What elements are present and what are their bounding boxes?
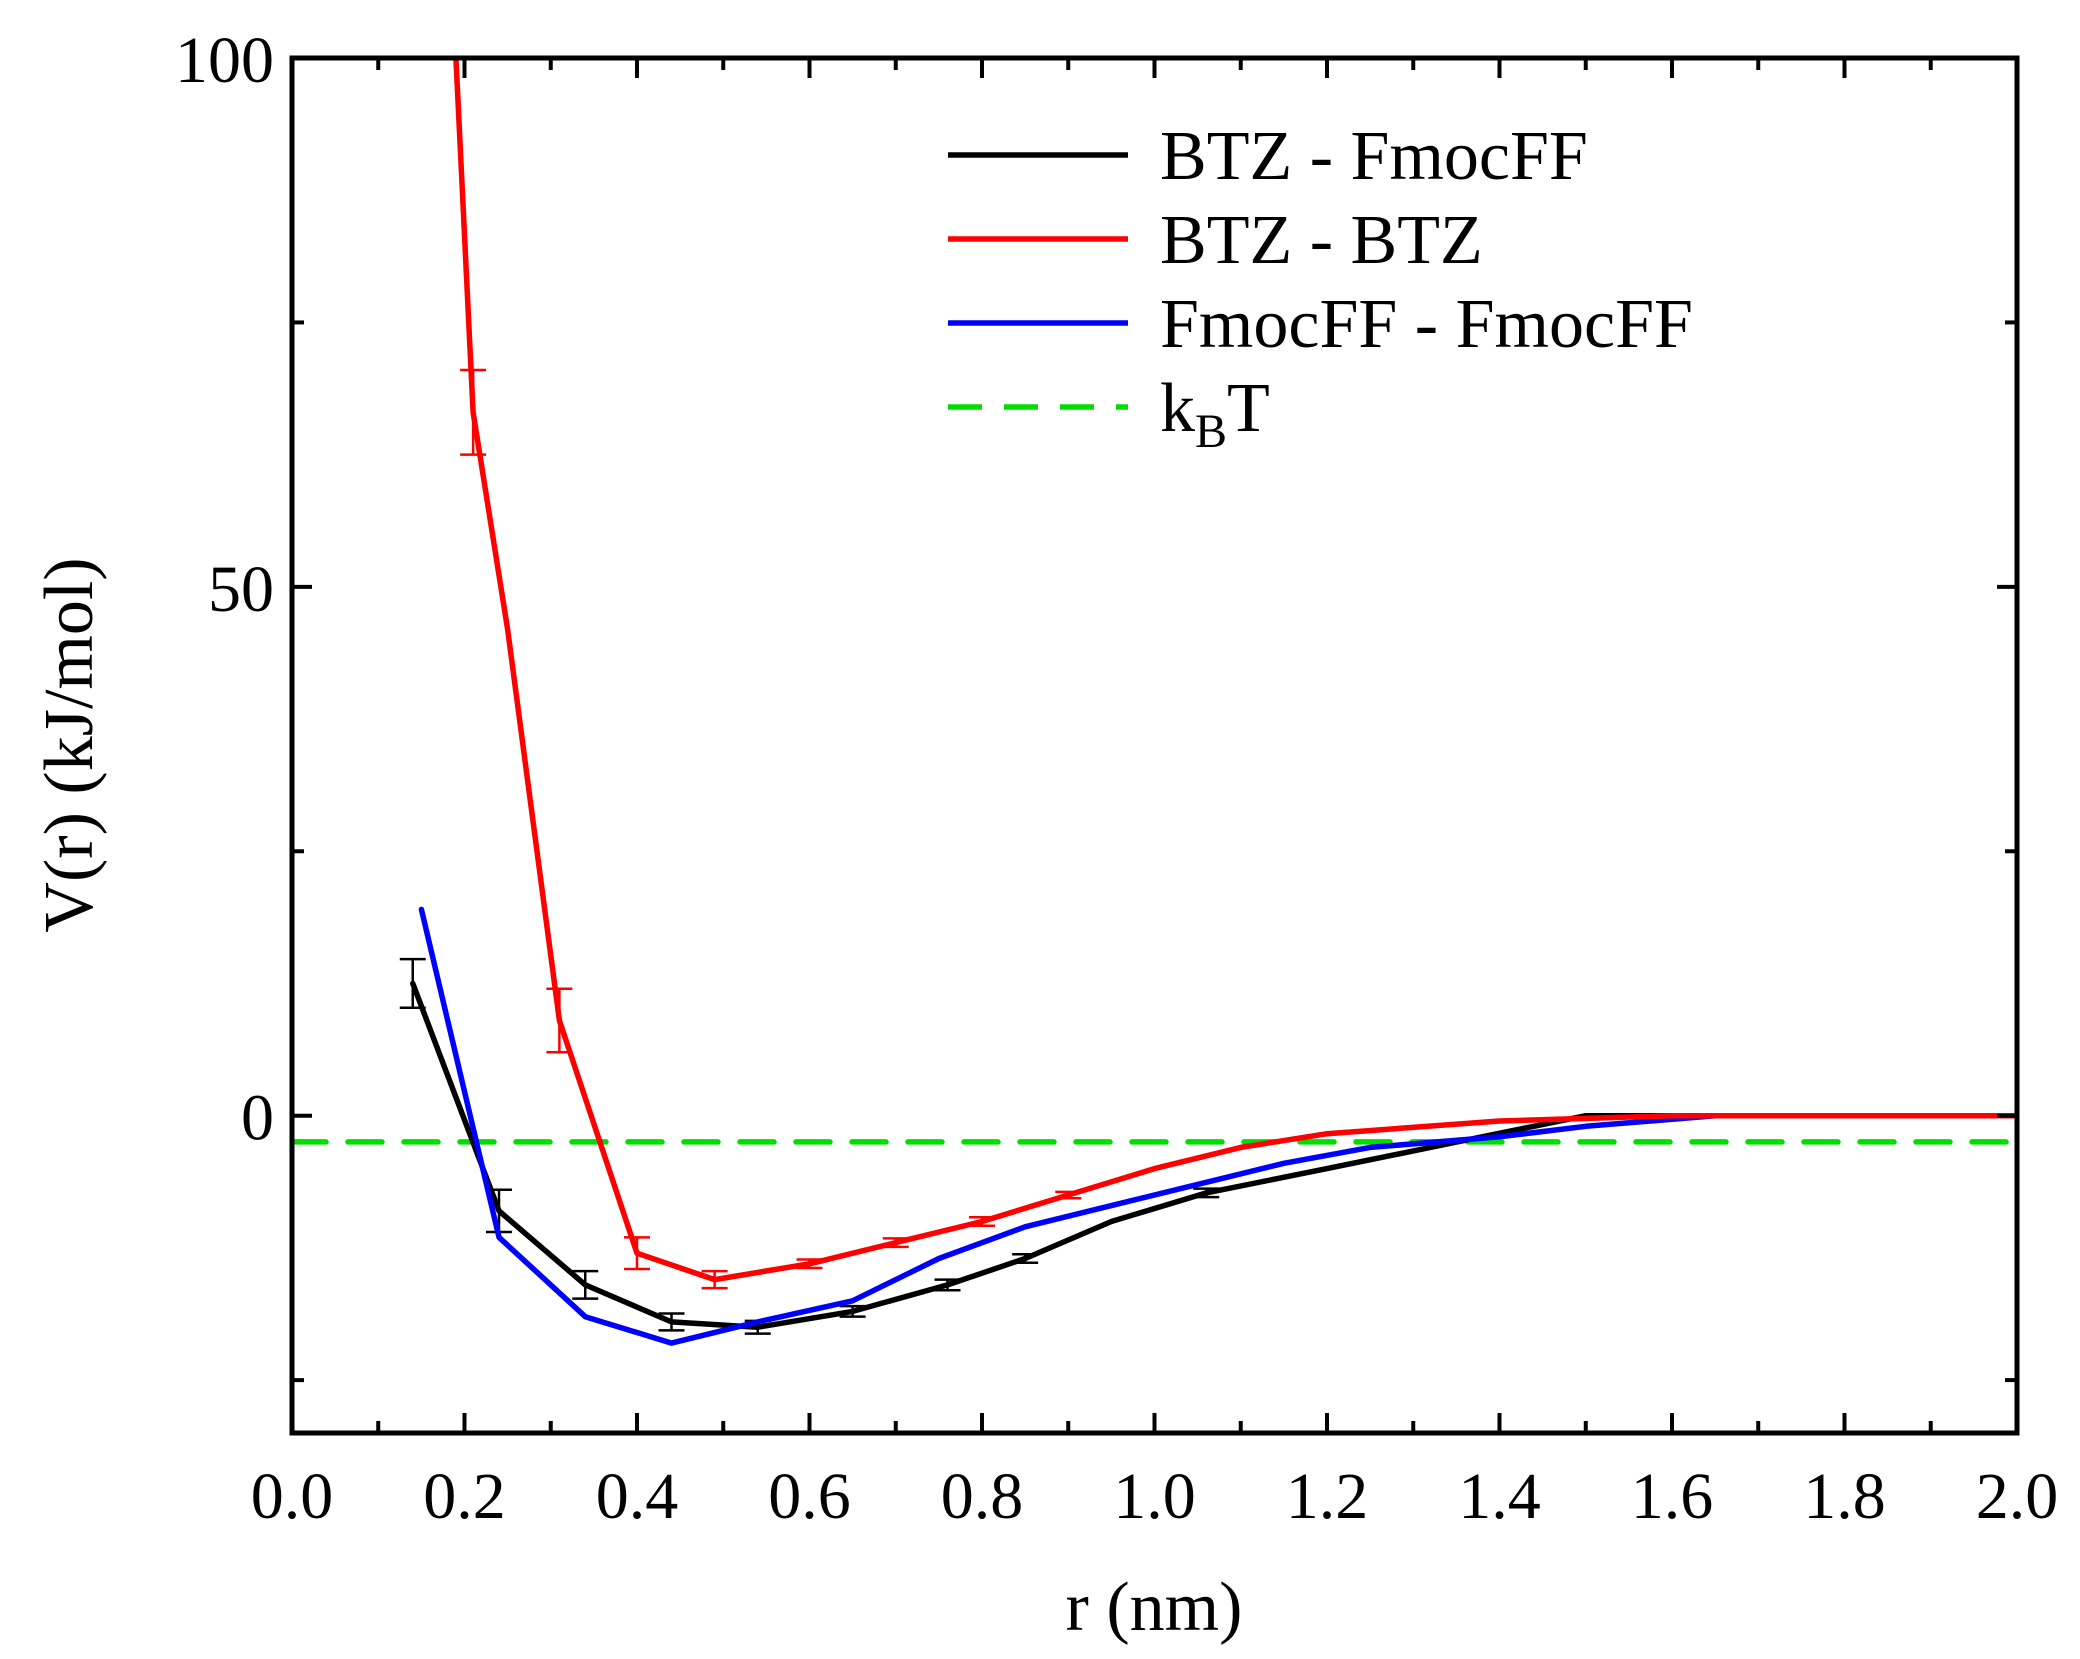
plot-frame <box>289 55 2020 1436</box>
error-bar-btz-btz <box>969 1215 995 1227</box>
tick-labels-layer: 0.0 0.2 0.4 0.6 0.8 1.0 1.2 1.4 1.6 1.8 2.0 0 50 100 <box>175 24 2058 1533</box>
legend-label: kBT <box>1160 370 1270 458</box>
x-tick-label: 1.6 <box>1631 1460 1714 1533</box>
x-tick-label: 1.0 <box>1113 1460 1196 1533</box>
error-bar-btz-fmocff <box>1193 1187 1220 1199</box>
error-bar-btz-btz <box>701 1269 728 1290</box>
error-bar-btz-btz <box>796 1258 823 1270</box>
x-tick-label: 1.2 <box>1286 1460 1369 1533</box>
y-tick-label: 0 <box>241 1082 274 1155</box>
x-tick-label: 1.8 <box>1803 1460 1886 1533</box>
legend-item-kbt: kBT <box>948 370 1270 458</box>
y-axis-title: V(r) (kJ/mol) <box>31 557 108 932</box>
series-layer <box>292 58 2017 1346</box>
x-tick-label: 2.0 <box>1976 1460 2059 1533</box>
legend-label: BTZ - FmocFF <box>1160 118 1588 195</box>
error-bar-btz-btz <box>546 987 573 1054</box>
error-bar-btz-btz <box>882 1237 909 1249</box>
error-bar-btz-fmocff <box>658 1312 685 1332</box>
legend-label: FmocFF - FmocFF <box>1160 286 1693 363</box>
x-tick-label: 0.2 <box>423 1460 506 1533</box>
error-bar-btz-fmocff <box>572 1269 599 1300</box>
legend-item-btz-btz: BTZ - BTZ <box>948 202 1483 279</box>
x-tick-label: 0.8 <box>941 1460 1024 1533</box>
legend-label: BTZ - BTZ <box>1160 202 1483 279</box>
error-bar-btz-fmocff <box>934 1278 961 1292</box>
error-bar-btz-fmocff <box>839 1304 866 1318</box>
error-bar-btz-btz <box>624 1236 650 1271</box>
error-bar-btz-btz <box>460 368 487 456</box>
error-bar-btz-fmocff <box>399 957 426 1010</box>
error-bar-btz-btz <box>1055 1190 1082 1200</box>
series-line-fmocff-fmocff <box>418 906 2017 1346</box>
x-tick-label: 1.4 <box>1458 1460 1541 1533</box>
legend-item-fmocff-fmocff: FmocFF - FmocFF <box>948 286 1693 363</box>
series-line-btz-btz <box>453 58 2017 1283</box>
x-tick-label: 0.6 <box>768 1460 851 1533</box>
x-tick-label: 0.4 <box>596 1460 679 1533</box>
x-axis-title: r (nm) <box>1066 1569 1243 1646</box>
ticks-layer <box>290 56 2019 1433</box>
legend-item-btz-fmocff: BTZ - FmocFF <box>948 118 1588 195</box>
error-bar-btz-fmocff <box>1012 1253 1039 1264</box>
x-tick-label: 0.0 <box>251 1460 334 1533</box>
y-tick-label: 50 <box>208 553 274 626</box>
y-tick-label: 100 <box>175 24 274 97</box>
